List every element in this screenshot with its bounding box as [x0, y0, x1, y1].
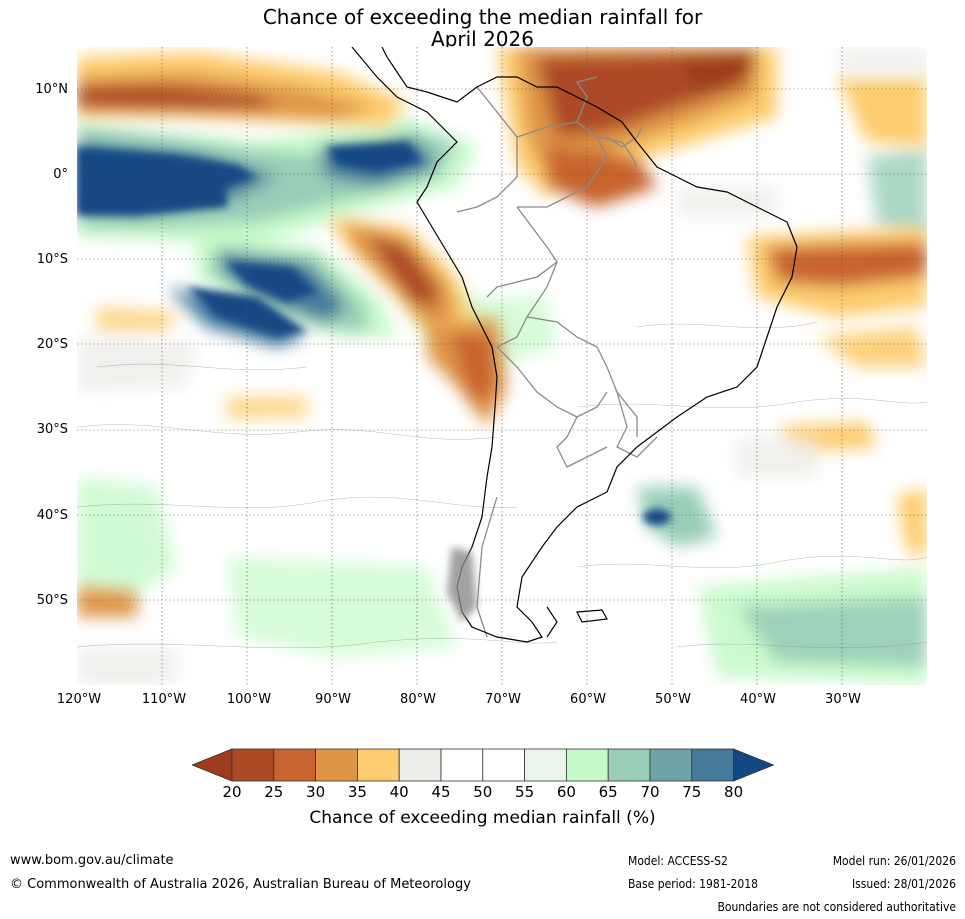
colorbar-tick-label: 35	[347, 783, 367, 801]
lat-label-0: 0°	[53, 167, 68, 182]
lat-label-10n: 10°N	[35, 82, 68, 97]
colorbar-cell	[315, 748, 358, 782]
lon-label-40w: 40°W	[740, 692, 776, 707]
boundaries-disclaimer: Boundaries are not considered authoritat…	[717, 900, 956, 914]
colorbar-tick-label: 75	[682, 783, 702, 801]
map-title-line1: Chance of exceeding the median rainfall …	[262, 5, 703, 29]
base-period: Base period: 1981-2018	[628, 877, 759, 891]
lon-label-110w: 110°W	[141, 692, 187, 707]
rainfall-map	[77, 47, 927, 685]
lon-label-100w: 100°W	[226, 692, 272, 707]
colorbar-tick-label: 65	[598, 783, 618, 801]
colorbar-tick-label: 25	[264, 783, 284, 801]
model-name: Model: ACCESS-S2	[628, 854, 728, 868]
issued-date: Issued: 28/01/2026	[851, 877, 956, 891]
lat-label-20s: 20°S	[36, 337, 68, 352]
colorbar-tick-label: 45	[431, 783, 451, 801]
colorbar-cell	[524, 748, 567, 782]
colorbar-cell	[356, 748, 400, 782]
colorbar-tick-label: 55	[515, 783, 535, 801]
colorbar-cell	[607, 748, 651, 782]
lon-label-60w: 60°W	[570, 692, 606, 707]
colorbar-tick-label: 80	[724, 783, 744, 801]
map-title-line2: April 2026	[431, 27, 534, 51]
model-run-date: Model run: 26/01/2026	[832, 854, 956, 868]
coastline	[351, 47, 798, 643]
colorbar-cell	[273, 748, 317, 782]
lon-label-80w: 80°W	[400, 692, 436, 707]
colorbar-tick-label: 40	[389, 783, 409, 801]
andes-islands	[447, 547, 477, 622]
colorbar-cell	[691, 748, 734, 782]
colorbar-cell	[482, 748, 525, 782]
contour-lines	[77, 321, 927, 649]
lon-label-30w: 30°W	[825, 692, 861, 707]
lon-label-70w: 70°W	[485, 692, 521, 707]
lon-label-120w: 120°W	[56, 692, 102, 707]
dry-anomaly-fields	[77, 47, 927, 617]
colorbar-cell	[398, 748, 442, 782]
lat-label-40s: 40°S	[36, 508, 68, 523]
lat-label-50s: 50°S	[36, 593, 68, 608]
lat-label-10s: 10°S	[36, 252, 68, 267]
colorbar-label: Chance of exceeding median rainfall (%)	[309, 808, 656, 828]
lon-label-50w: 50°W	[655, 692, 691, 707]
colorbar-extend-high	[733, 748, 774, 782]
colorbar-tick-label: 60	[556, 783, 576, 801]
colorbar-tick-label: 20	[222, 783, 242, 801]
colorbar-cell	[565, 748, 609, 782]
colorbar-extend-low	[192, 748, 233, 782]
colorbar-cell	[440, 748, 484, 782]
colorbar-cell	[649, 748, 693, 782]
country-borders	[456, 76, 658, 638]
copyright-text: © Commonwealth of Australia 2026, Austra…	[10, 877, 471, 892]
website-link[interactable]: www.bom.gov.au/climate	[10, 853, 174, 868]
colorbar-tick-label: 50	[473, 783, 493, 801]
lon-label-90w: 90°W	[315, 692, 351, 707]
lat-label-30s: 30°S	[36, 422, 68, 437]
colorbar-cell	[231, 748, 275, 782]
colorbar	[192, 748, 774, 782]
colorbar-tick-label: 30	[306, 783, 326, 801]
colorbar-tick-label: 70	[640, 783, 660, 801]
